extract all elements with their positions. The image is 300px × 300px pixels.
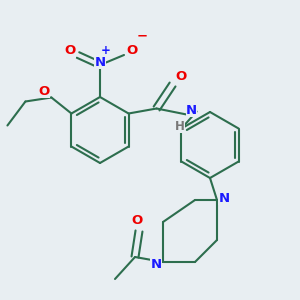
Text: O: O (131, 214, 142, 227)
Text: N: N (186, 104, 197, 117)
Text: −: − (136, 29, 148, 42)
Text: H: H (175, 120, 184, 133)
Text: N: N (150, 257, 162, 271)
Text: N: N (94, 56, 106, 68)
Text: O: O (175, 70, 186, 83)
Text: N: N (218, 191, 230, 205)
Text: O: O (39, 85, 50, 98)
Text: O: O (126, 44, 138, 56)
Text: +: + (101, 44, 111, 57)
Text: O: O (64, 44, 76, 58)
